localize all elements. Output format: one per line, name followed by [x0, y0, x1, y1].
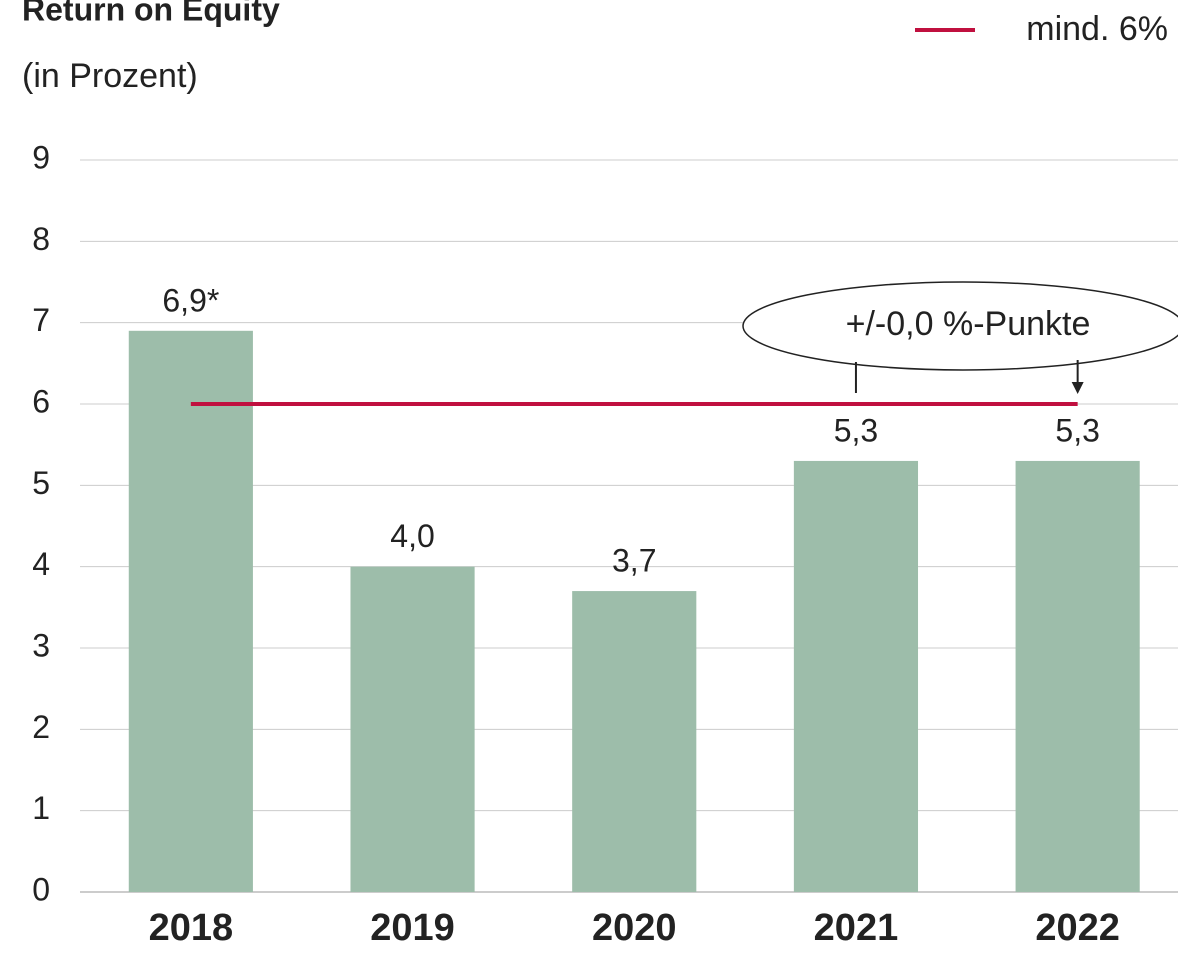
y-tick-label: 8	[32, 221, 50, 257]
bar	[1015, 460, 1140, 892]
data-label: 3,7	[612, 543, 656, 579]
x-tick-label: 2022	[1035, 907, 1120, 949]
x-tick-label: 2018	[149, 907, 234, 949]
annotation-text: +/-0,0 %-Punkte	[846, 305, 1091, 343]
y-tick-label: 3	[32, 627, 50, 663]
chart-title: Return on Equity	[22, 0, 280, 27]
x-tick-label: 2020	[592, 907, 677, 949]
data-label: 5,3	[1055, 412, 1099, 448]
y-tick-label: 0	[32, 871, 50, 907]
y-tick-label: 2	[32, 709, 50, 745]
data-label: 5,3	[834, 412, 878, 448]
y-tick-label: 1	[32, 790, 50, 826]
y-tick-label: 5	[32, 465, 50, 501]
y-tick-label: 4	[32, 546, 50, 582]
x-tick-label: 2021	[814, 907, 899, 949]
annotation-ellipse	[742, 281, 1178, 371]
bar	[350, 566, 475, 892]
y-tick-label: 6	[32, 383, 50, 419]
data-label: 6,9*	[162, 282, 219, 318]
y-tick-label: 9	[32, 139, 50, 175]
bar	[793, 460, 919, 892]
y-tick-label: 7	[32, 302, 50, 338]
bar	[128, 330, 253, 892]
annotation-arrowhead	[1071, 382, 1084, 394]
x-tick-label: 2019	[370, 907, 455, 949]
chart-subtitle: (in Prozent)	[22, 57, 198, 95]
data-label: 4,0	[390, 518, 434, 554]
legend-label: mind. 6%	[1026, 10, 1168, 48]
bar	[572, 591, 697, 892]
